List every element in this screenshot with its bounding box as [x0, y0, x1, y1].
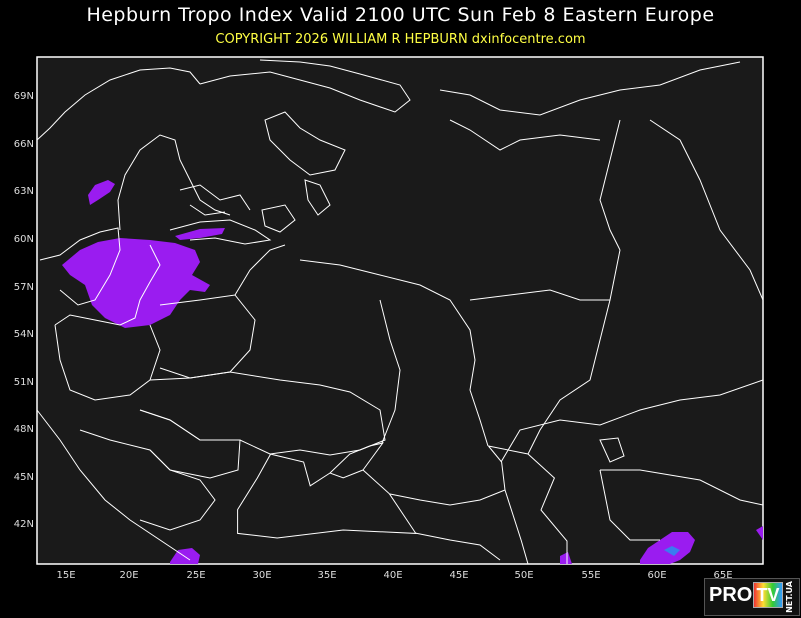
lon-label: 55E — [581, 570, 601, 581]
lon-label: 65E — [713, 570, 733, 581]
lat-label: 51N — [13, 377, 34, 388]
norway-coast — [36, 67, 201, 141]
border-uzbek — [599, 469, 764, 541]
index-area-southeast-core — [664, 546, 680, 556]
map-title: Hepburn Tropo Index Valid 2100 UTC Sun F… — [86, 4, 715, 26]
index-area-sweden — [88, 180, 115, 205]
lon-label: 50E — [514, 570, 534, 581]
river-volga — [299, 259, 489, 447]
lat-label: 66N — [13, 139, 34, 150]
border-turkey — [414, 532, 501, 561]
lat-label: 60N — [13, 234, 34, 245]
index-area-east-edge — [756, 526, 763, 540]
finland-south-coast — [169, 219, 272, 245]
lat-label: 63N — [13, 186, 34, 197]
sweden-coast — [39, 227, 121, 306]
river-kama — [469, 289, 610, 301]
aral-sea — [599, 437, 625, 463]
onega — [304, 179, 331, 216]
white-sea — [264, 111, 346, 176]
border-caucasus — [389, 489, 506, 506]
coastlines-borders — [36, 59, 764, 565]
lon-label: 35E — [317, 570, 337, 581]
ural-mountains-line — [599, 119, 621, 251]
lakes-finland — [179, 184, 251, 216]
gulf-bothnia — [117, 134, 231, 231]
protv-watermark-logo: PRO TV NET.UA — [704, 578, 800, 616]
logo-tv-icon: TV — [753, 582, 783, 608]
kola-coast — [199, 59, 411, 113]
baltic-east-coast — [54, 244, 161, 326]
lat-label: 54N — [13, 329, 34, 340]
lon-label: 40E — [383, 570, 403, 581]
ladoga — [261, 204, 296, 233]
river-ob — [649, 119, 764, 301]
lon-label: 25E — [186, 570, 206, 581]
index-area-baltic — [62, 238, 210, 328]
lat-label: 45N — [13, 472, 34, 483]
lon-label: 60E — [647, 570, 667, 581]
lat-label: 42N — [13, 519, 34, 530]
logo-net-text: NET.UA — [785, 581, 794, 613]
border-romania — [139, 409, 241, 479]
lat-label: 57N — [13, 282, 34, 293]
lon-label: 45E — [449, 570, 469, 581]
index-area-southeast — [640, 532, 695, 564]
tropo-index-areas — [62, 180, 763, 564]
logo-pro-text: PRO — [709, 584, 753, 606]
mediterranean-coast — [36, 409, 191, 561]
lat-label: 69N — [13, 91, 34, 102]
border-balkans — [79, 429, 216, 531]
lat-label: 48N — [13, 424, 34, 435]
border-poland — [54, 324, 161, 401]
black-sea — [237, 453, 417, 539]
river-pechora — [449, 119, 601, 151]
border-kazakhstan — [500, 379, 764, 463]
map-copyright: COPYRIGHT 2026 WILLIAM R HEPBURN dxinfoc… — [215, 32, 586, 47]
lon-label: 15E — [56, 570, 76, 581]
river-don — [379, 299, 401, 444]
index-area-gulf-finland — [175, 228, 225, 240]
lon-label: 30E — [252, 570, 272, 581]
coast-barents-east — [439, 61, 741, 116]
index-area-caspian-edge — [560, 552, 572, 564]
lon-label: 20E — [119, 570, 139, 581]
border-russia-baltic — [234, 244, 286, 296]
